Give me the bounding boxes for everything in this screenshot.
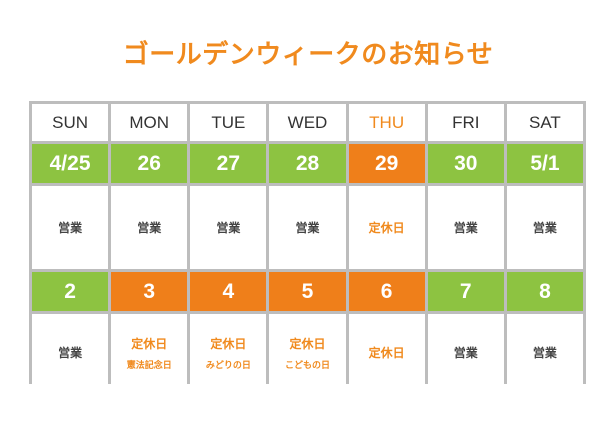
date-cell: 5/1 (506, 144, 583, 183)
date-cell: 5 (269, 272, 346, 311)
status-label: 営業 (58, 346, 83, 360)
status-label: 営業 (453, 346, 478, 360)
date-cell: 6 (348, 272, 425, 311)
status-cell: 営業 (506, 314, 583, 391)
calendar-grid: SUN MON TUE WED THU FRI SAT 4/25 26 27 2… (29, 101, 586, 391)
status-cell: 営業 (32, 314, 109, 391)
date-cell: 2 (32, 272, 109, 311)
status-cell: 定休日 (348, 186, 425, 269)
weekday-tue: TUE (190, 104, 267, 141)
status-cell: 定休日 みどりの日 (190, 314, 267, 391)
weekday-thu: THU (348, 104, 425, 141)
holiday-label: みどりの日 (205, 360, 251, 371)
date-cell: 4/25 (32, 144, 109, 183)
date-cell: 30 (427, 144, 504, 183)
status-cell: 営業 (190, 186, 267, 269)
status-cell: 営業 (427, 186, 504, 269)
weekday-sat: SAT (506, 104, 583, 141)
weekday-sun: SUN (32, 104, 109, 141)
status-cell: 営業 (506, 186, 583, 269)
date-cell: 28 (269, 144, 346, 183)
status-cell: 営業 (32, 186, 109, 269)
date-cell: 27 (190, 144, 267, 183)
status-label: 営業 (532, 346, 557, 360)
weekday-fri: FRI (427, 104, 504, 141)
status-cell: 定休日 (348, 314, 425, 391)
status-label: 定休日 (289, 336, 326, 351)
date-cell: 4 (190, 272, 267, 311)
holiday-label: 憲法記念日 (126, 360, 172, 371)
status-cell: 定休日 こどもの日 (269, 314, 346, 391)
status-label: 営業 (453, 221, 478, 235)
status-label: 定休日 (210, 336, 247, 351)
date-cell: 7 (427, 272, 504, 311)
date-cell: 3 (111, 272, 188, 311)
weekday-wed: WED (269, 104, 346, 141)
page-title: ゴールデンウィークのお知らせ (122, 40, 494, 70)
status-label: 定休日 (131, 336, 168, 351)
date-cell: 8 (506, 272, 583, 311)
status-cell: 営業 (111, 186, 188, 269)
status-label: 営業 (532, 221, 557, 235)
status-cell: 営業 (427, 314, 504, 391)
date-cell: 26 (111, 144, 188, 183)
status-label: 営業 (137, 221, 162, 235)
status-label: 営業 (58, 221, 83, 235)
status-label: 営業 (295, 221, 320, 235)
date-cell: 29 (348, 144, 425, 183)
status-cell: 営業 (269, 186, 346, 269)
holiday-label: こどもの日 (284, 360, 330, 371)
status-label: 営業 (216, 221, 241, 235)
status-label: 定休日 (368, 221, 405, 235)
weekday-mon: MON (111, 104, 188, 141)
status-label: 定休日 (368, 346, 405, 360)
status-cell: 定休日 憲法記念日 (111, 314, 188, 391)
